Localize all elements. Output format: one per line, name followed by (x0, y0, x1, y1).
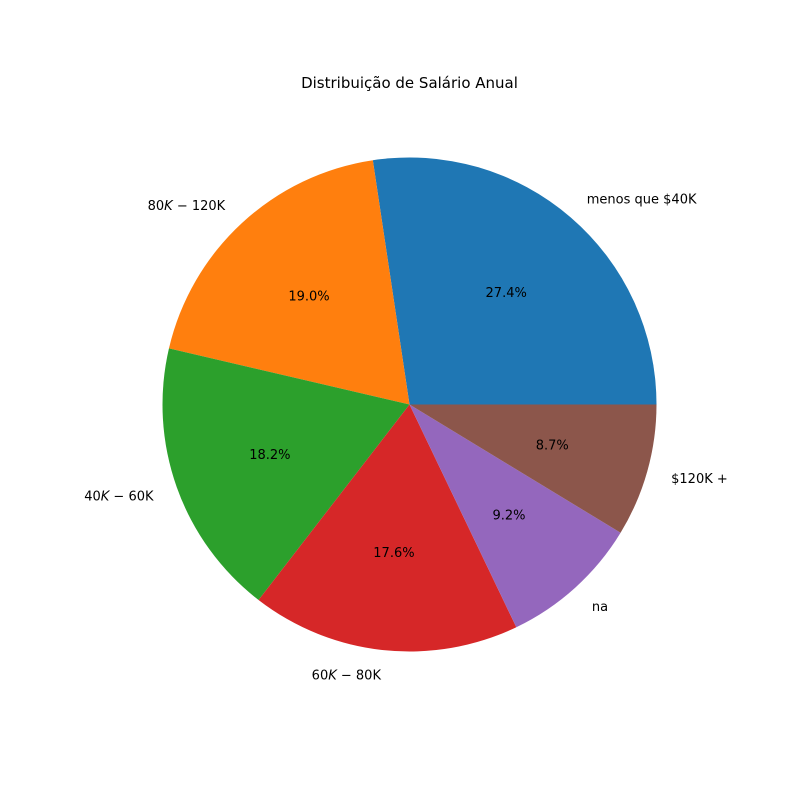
slice-labels: menos que $40K 80K − 120K 40K − 60K 60K − 8… (84, 193, 728, 684)
slice-label: 80K − 120K (148, 199, 226, 214)
pie-slice (409, 404, 621, 628)
pie-slice (258, 404, 517, 652)
percent-label: 9.2% (492, 508, 525, 523)
slice-label: 40K − 60K (84, 490, 154, 505)
slice-label: 60K − 80K (312, 669, 382, 684)
chart-title: Distribuição de Salário Anual (301, 74, 518, 92)
pie-slice (168, 160, 410, 405)
pie-slices (162, 157, 657, 652)
slice-label: $120K + (671, 472, 728, 487)
percent-label: 8.7% (536, 438, 569, 453)
percent-label: 27.4% (486, 286, 527, 301)
pie-slice (372, 157, 657, 405)
slice-label: na (592, 600, 608, 615)
pie-slice (409, 404, 657, 533)
pie-slice (162, 348, 410, 601)
percent-labels: 27.4% 19.0% 18.2% 17.6% 9.2% 8.7% (249, 286, 568, 561)
percent-label: 19.0% (288, 290, 329, 305)
percent-label: 18.2% (249, 448, 290, 463)
slice-label: menos que $40K (587, 193, 697, 208)
percent-label: 17.6% (373, 546, 414, 561)
